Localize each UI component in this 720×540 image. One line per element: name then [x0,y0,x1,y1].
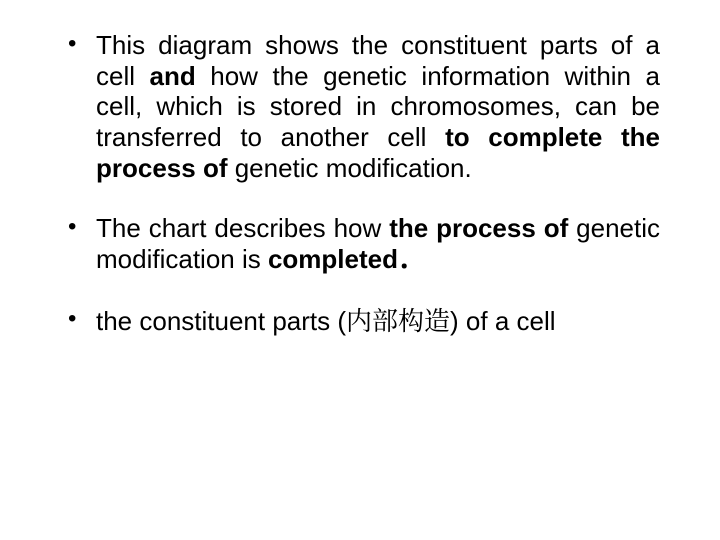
bullet-item: The chart describes how the process of g… [60,213,660,274]
text-run: the process of [389,213,576,243]
text-run: 内部构造 [346,301,450,338]
text-run: and [150,61,196,91]
bullet-item: the constituent parts (内部构造) of a cell [60,305,660,337]
text-run: The chart describes how [96,213,389,243]
slide: This diagram shows the constituent parts… [0,0,720,540]
text-run: ) of a cell [450,306,556,336]
bullet-item: This diagram shows the constituent parts… [60,30,660,183]
text-run: completed． [268,244,424,274]
bullet-list: This diagram shows the constituent parts… [60,30,660,336]
text-run: genetic modification. [235,153,472,183]
text-run: the constituent parts ( [96,306,346,336]
